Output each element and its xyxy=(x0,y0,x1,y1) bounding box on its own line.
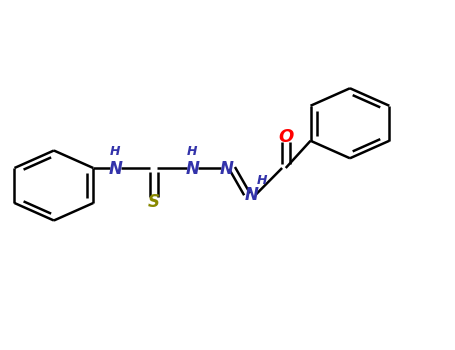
Text: N: N xyxy=(108,160,122,178)
Text: S: S xyxy=(148,193,160,211)
Text: O: O xyxy=(278,127,293,146)
Text: H: H xyxy=(187,145,198,158)
Text: N: N xyxy=(186,160,199,178)
Text: H: H xyxy=(110,145,121,158)
Text: N: N xyxy=(220,160,233,178)
Text: N: N xyxy=(245,186,258,204)
Text: H: H xyxy=(256,174,267,187)
